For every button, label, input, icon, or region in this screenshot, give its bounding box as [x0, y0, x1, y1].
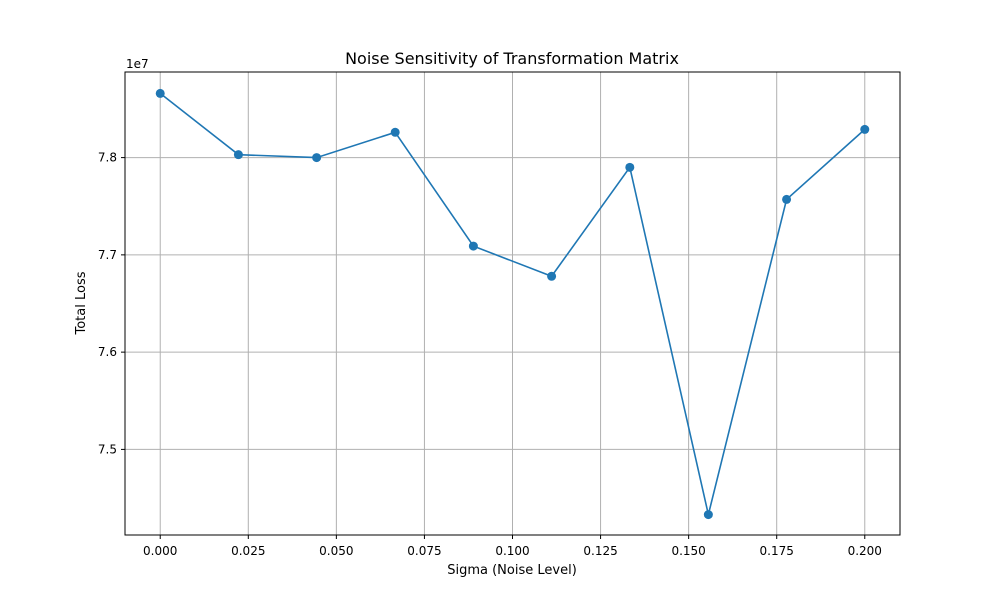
- x-tick-label: 0.100: [495, 544, 529, 558]
- x-tick-label: 0.150: [671, 544, 705, 558]
- data-point: [625, 162, 635, 172]
- y-axis: 7.5 7.6 7.7 7.8: [98, 151, 125, 456]
- chart-title: Noise Sensitivity of Transformation Matr…: [345, 49, 679, 68]
- y-tick-label: 7.8: [98, 151, 117, 165]
- y-axis-label: Total Loss: [74, 271, 89, 335]
- x-tick-label: 0.200: [848, 544, 882, 558]
- data-point: [390, 127, 400, 137]
- data-point: [155, 88, 165, 98]
- data-point: [468, 241, 478, 251]
- data-point: [312, 153, 322, 163]
- grid: [125, 72, 900, 535]
- x-tick-label: 0.025: [231, 544, 265, 558]
- data-point: [547, 271, 557, 281]
- x-axis-label: Sigma (Noise Level): [447, 563, 577, 578]
- data-point: [233, 150, 243, 160]
- series-layer: [155, 88, 870, 520]
- y-tick-label: 7.7: [98, 248, 117, 262]
- x-tick-label: 0.000: [143, 544, 177, 558]
- x-axis: 0.000 0.025 0.050 0.075 0.100 0.125 0.150 0.175…: [143, 535, 882, 558]
- data-point: [860, 124, 870, 134]
- data-point: [703, 510, 713, 520]
- y-offset-label: 1e7: [126, 57, 149, 71]
- x-tick-label: 0.075: [407, 544, 441, 558]
- x-tick-label: 0.050: [319, 544, 353, 558]
- x-tick-label: 0.125: [583, 544, 617, 558]
- y-tick-label: 7.5: [98, 442, 117, 456]
- y-tick-label: 7.6: [98, 345, 117, 359]
- data-point: [782, 194, 792, 204]
- series-line: [159, 92, 866, 515]
- x-tick-label: 0.175: [760, 544, 794, 558]
